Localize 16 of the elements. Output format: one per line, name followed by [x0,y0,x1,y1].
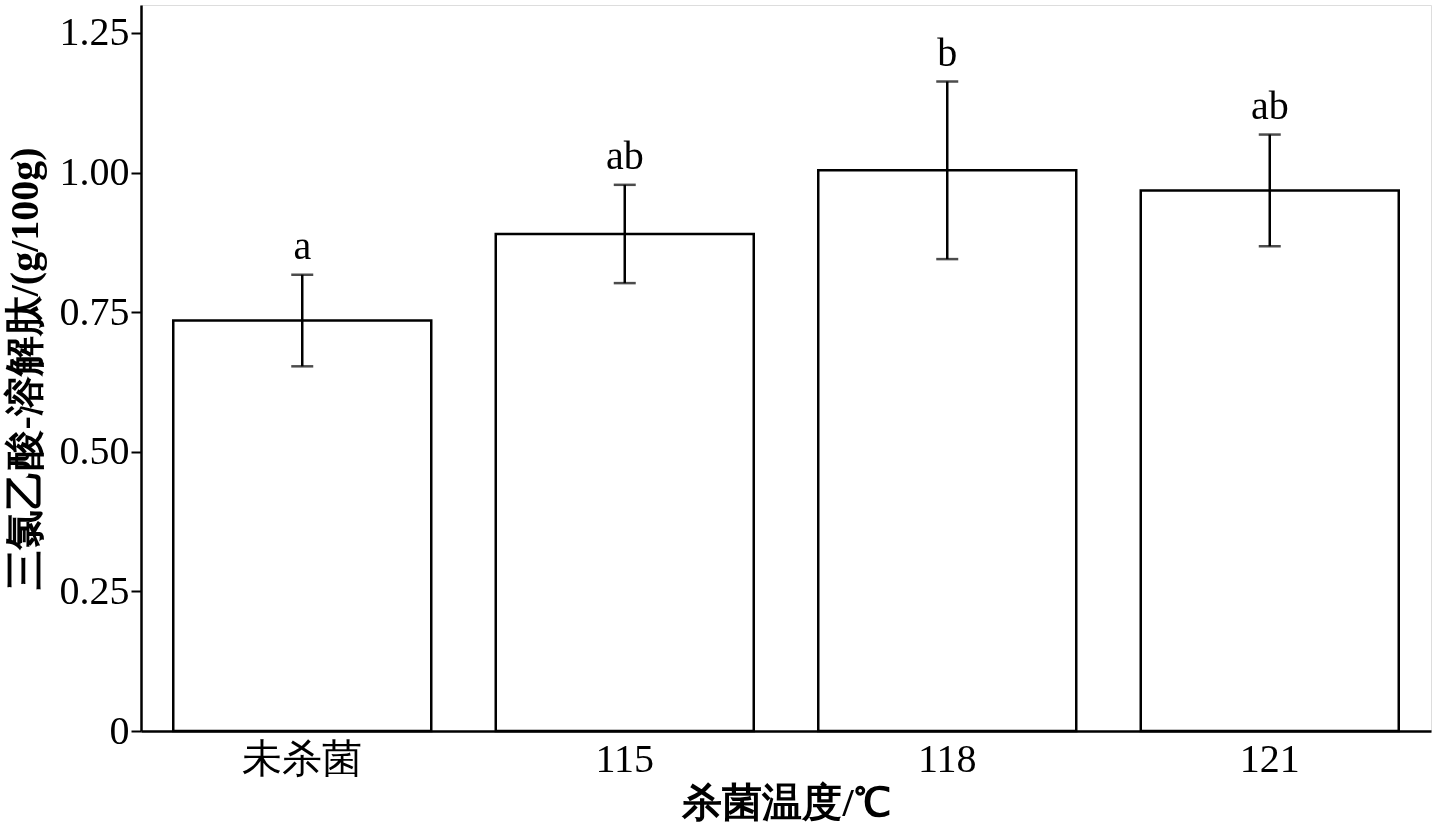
y-tick-label: 0 [109,707,130,753]
y-tick-label: 0.75 [59,288,130,334]
x-tick-label: 121 [1239,735,1300,781]
annotation: ab [605,132,644,178]
y-tick-label: 1.25 [59,9,130,55]
y-tick-label: 0.50 [59,428,130,474]
annotation: a [293,222,312,268]
x-tick-label: 未杀菌 [242,735,363,781]
y-axis-title: 三氯乙酸-溶解肽/(g/100g) [1,147,47,590]
y-tick-label: 1.00 [59,149,130,195]
annotation: b [937,29,958,75]
y-tick-label: 0.25 [59,567,130,613]
x-axis-title: 杀菌温度/℃ [681,779,891,825]
x-tick-label: 115 [595,735,655,781]
annotation: ab [1250,82,1289,128]
x-tick-label: 118 [917,735,977,781]
